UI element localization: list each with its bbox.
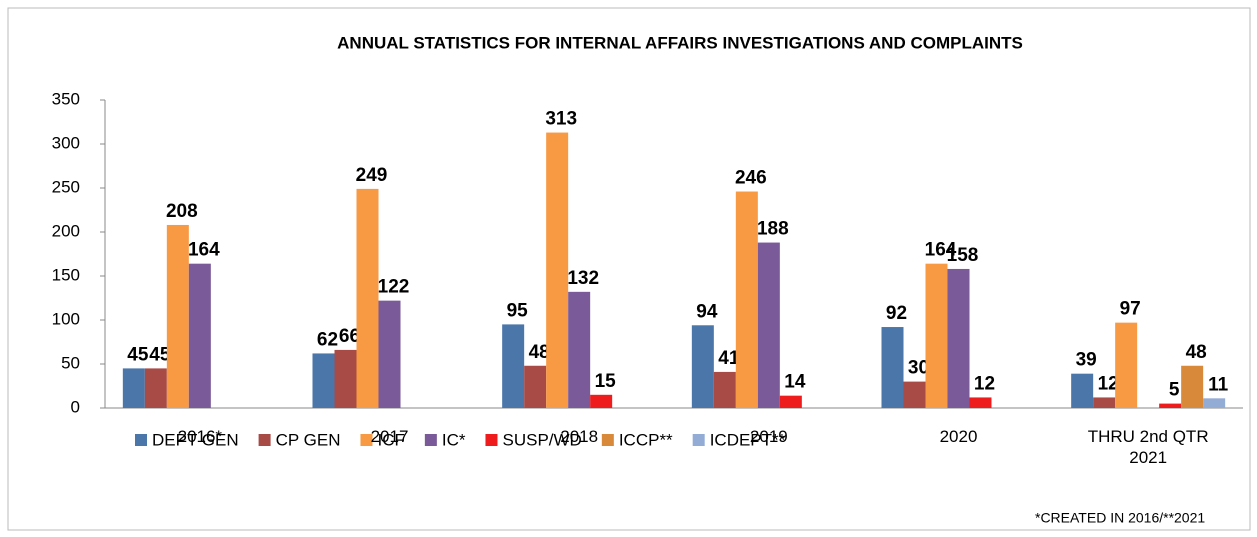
bar (378, 300, 401, 408)
y-tick-label: 100 (52, 309, 80, 328)
legend-swatch (485, 434, 498, 446)
x-tick-label: 2019 (749, 427, 788, 446)
data-label: 158 (947, 245, 979, 266)
data-label: 11 (1208, 374, 1229, 395)
legend-label: ICF (377, 430, 404, 449)
data-label: 208 (166, 201, 198, 222)
bar (122, 368, 145, 408)
footnote: *CREATED IN 2016/**2021 (1035, 510, 1205, 526)
bar (188, 263, 211, 408)
y-tick-label: 350 (52, 89, 80, 108)
legend-swatch (135, 434, 147, 446)
data-label: 48 (529, 342, 550, 363)
data-label: 94 (696, 301, 718, 322)
bar (356, 188, 379, 408)
data-label: 164 (925, 240, 957, 261)
y-tick-label: 300 (52, 133, 80, 152)
data-label: 122 (378, 277, 410, 298)
legend-label: SUSP/WD (502, 430, 581, 449)
data-label: 92 (886, 303, 907, 324)
y-tick-label: 250 (52, 177, 80, 196)
y-tick-label: 50 (61, 353, 80, 372)
legend-label: ICCP** (619, 430, 673, 449)
bar (969, 397, 992, 408)
x-tick-label: 2018 (560, 427, 599, 446)
bar (166, 224, 189, 408)
data-label: 5 (1169, 380, 1180, 401)
chart-border (7, 7, 1251, 531)
bar (144, 368, 167, 408)
legend-swatch (424, 434, 437, 446)
bar (947, 268, 970, 408)
bar (1159, 403, 1182, 408)
data-label: 62 (317, 329, 338, 350)
data-label: 249 (356, 165, 388, 186)
bar (312, 353, 335, 408)
data-label: 313 (545, 109, 577, 130)
legend-label: IC* (442, 430, 466, 449)
legend-swatch (601, 434, 614, 446)
bar (691, 325, 714, 408)
data-label: 15 (595, 371, 617, 392)
data-label: 164 (188, 240, 220, 261)
x-tick-label: THRU 2nd QTR 2021 (1087, 427, 1209, 467)
bar (1071, 373, 1094, 408)
bar (713, 371, 736, 408)
data-label: 188 (757, 219, 789, 240)
bar (757, 242, 780, 408)
bar (1181, 365, 1204, 408)
data-label: 66 (339, 326, 360, 347)
bar (903, 381, 926, 408)
bar (1203, 398, 1226, 408)
data-label: 132 (567, 268, 599, 289)
bar (502, 324, 525, 408)
legend-label: CP GEN (276, 430, 341, 449)
bar (568, 291, 591, 408)
bar (546, 132, 569, 408)
bar (925, 263, 948, 408)
data-label: 12 (1098, 373, 1119, 394)
data-label: 45 (127, 344, 149, 365)
bar (779, 395, 802, 408)
bar (1115, 322, 1138, 408)
y-tick-label: 200 (52, 221, 80, 240)
data-label: 14 (784, 372, 806, 393)
bar (881, 327, 904, 408)
bar (524, 365, 547, 408)
legend-swatch (692, 434, 705, 446)
legend-swatch (360, 434, 373, 446)
data-label: 12 (974, 373, 995, 394)
chart-title: ANNUAL STATISTICS FOR INTERNAL AFFAIRS I… (337, 33, 1023, 52)
x-tick-label: 2016* (177, 427, 223, 446)
y-tick-label: 0 (71, 397, 80, 416)
x-tick-label: 2020 (939, 427, 978, 446)
data-label: 97 (1120, 299, 1141, 320)
bar (334, 349, 357, 408)
data-label: 41 (718, 348, 740, 369)
legend-label: ICDEPT** (710, 430, 786, 449)
legend-swatch (258, 434, 271, 446)
data-label: 30 (908, 358, 929, 379)
bar (735, 191, 758, 408)
data-label: 39 (1076, 350, 1097, 371)
data-label: 45 (149, 344, 171, 365)
x-tick-label: 2017 (370, 427, 409, 446)
bar (590, 394, 613, 408)
data-label: 48 (1186, 342, 1207, 363)
data-label: 246 (735, 168, 767, 189)
bar (1093, 397, 1116, 408)
data-label: 95 (507, 300, 529, 321)
y-tick-label: 150 (52, 265, 80, 284)
legend-label: DEPT GEN (152, 430, 239, 449)
